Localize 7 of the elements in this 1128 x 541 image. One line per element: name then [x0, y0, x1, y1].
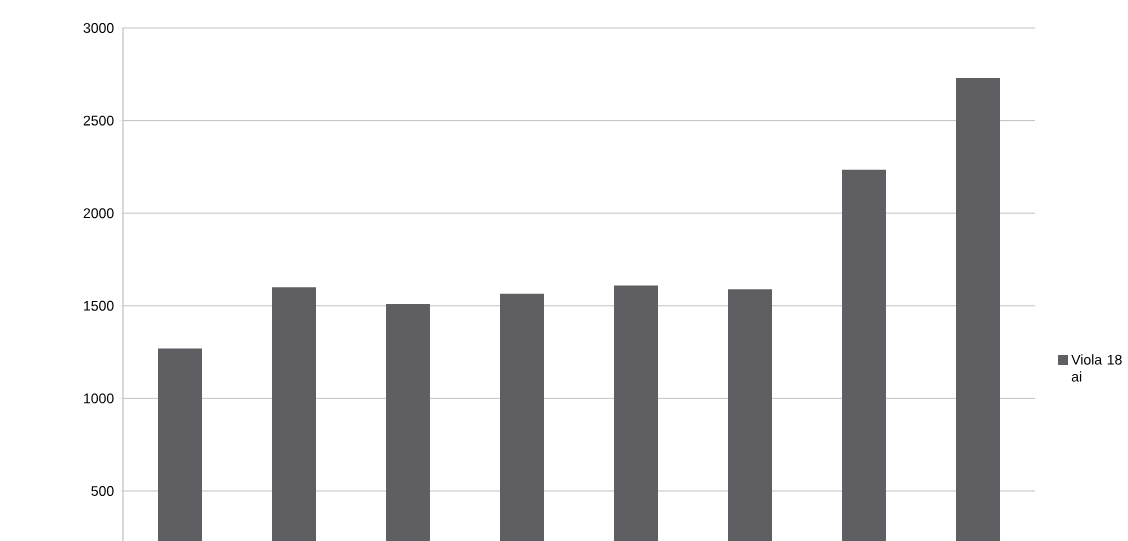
y-tick-label: 2000	[83, 208, 114, 219]
y-tick-label: 2500	[83, 115, 114, 126]
y-tick-label: 1000	[84, 393, 114, 404]
y-tick-label: 500	[91, 486, 114, 496]
y-tick-label: 1500	[84, 300, 114, 311]
legend-label: Viola 18 ai	[1071, 354, 1122, 382]
y-tick-label: 3000	[83, 23, 114, 33]
